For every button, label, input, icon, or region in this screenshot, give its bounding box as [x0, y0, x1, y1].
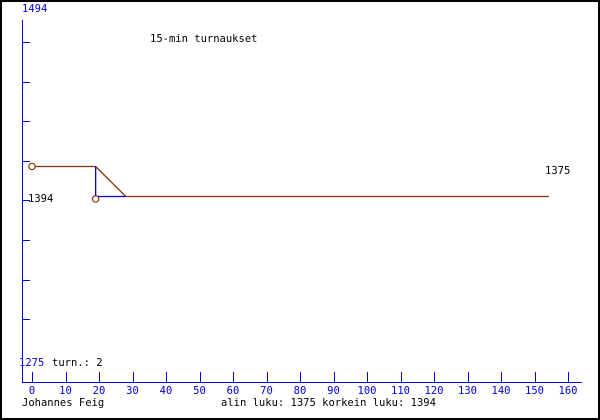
- y-axis-top-label: 1494: [22, 3, 48, 15]
- x-axis-label: 40: [159, 385, 173, 397]
- x-axis-tick: [568, 372, 569, 382]
- x-axis-label: 50: [193, 385, 206, 397]
- y-axis-tick: [22, 279, 30, 281]
- y-axis-tick: [22, 42, 30, 43]
- x-axis-tick: [266, 372, 268, 382]
- x-axis-tick: [367, 372, 368, 382]
- x-axis-tick: [300, 372, 301, 382]
- x-axis-label: 80: [293, 385, 307, 397]
- x-axis-label: 20: [92, 385, 106, 397]
- footer-rating-stats: alin luku: 1375 korkein luku: 1394: [221, 397, 436, 409]
- y-axis-tick: [22, 200, 30, 202]
- tournament-point-marker: [28, 162, 36, 171]
- x-axis-label: 160: [558, 385, 578, 397]
- x-axis-tick: [434, 372, 435, 382]
- chart-title: 15-min turnaukset: [150, 33, 258, 45]
- x-axis-label: 120: [424, 385, 444, 397]
- y-axis-tick: [22, 240, 30, 241]
- x-axis-tick: [166, 372, 167, 382]
- x-axis-label: 0: [28, 385, 36, 397]
- x-axis-tick: [199, 372, 201, 382]
- tournament-point-marker: [91, 195, 100, 203]
- x-axis-label: 130: [458, 385, 477, 397]
- x-axis-label: 70: [260, 385, 273, 397]
- x-axis-label: 30: [126, 385, 139, 397]
- series-last-change-highlight: [95, 166, 126, 198]
- x-axis-tick: [65, 372, 67, 382]
- x-axis-tick: [534, 372, 536, 382]
- x-axis-tick: [233, 372, 234, 382]
- x-axis-tick: [467, 372, 469, 382]
- y-axis-tick: [22, 160, 30, 162]
- tournament-count-label: turn.: 2: [52, 357, 103, 369]
- y-axis-tick: [22, 121, 30, 123]
- x-axis-tick: [99, 372, 100, 382]
- x-axis-label: 110: [391, 385, 410, 397]
- y-axis-tick: [22, 319, 30, 321]
- footer-player-name: Johannes Feig: [22, 397, 105, 409]
- x-axis-label: 100: [357, 385, 377, 397]
- y-axis-mid-label: 1394: [28, 193, 54, 205]
- x-axis-tick: [132, 372, 134, 382]
- final-rating-label: 1375: [545, 165, 571, 177]
- x-axis-tick: [501, 372, 502, 382]
- x-axis-label: 90: [327, 385, 340, 397]
- series-rating-history: [32, 165, 549, 198]
- x-axis-tick: [333, 372, 335, 382]
- x-axis-line: [22, 382, 582, 383]
- x-axis-tick: [32, 372, 33, 382]
- y-axis-bottom-label: 1275: [19, 357, 45, 369]
- x-axis-label: 140: [491, 385, 511, 397]
- y-axis-tick: [22, 81, 30, 83]
- x-axis-label: 150: [525, 385, 544, 397]
- x-axis-tick: [400, 372, 402, 382]
- x-axis-label: 60: [226, 385, 240, 397]
- x-axis-label: 10: [59, 385, 72, 397]
